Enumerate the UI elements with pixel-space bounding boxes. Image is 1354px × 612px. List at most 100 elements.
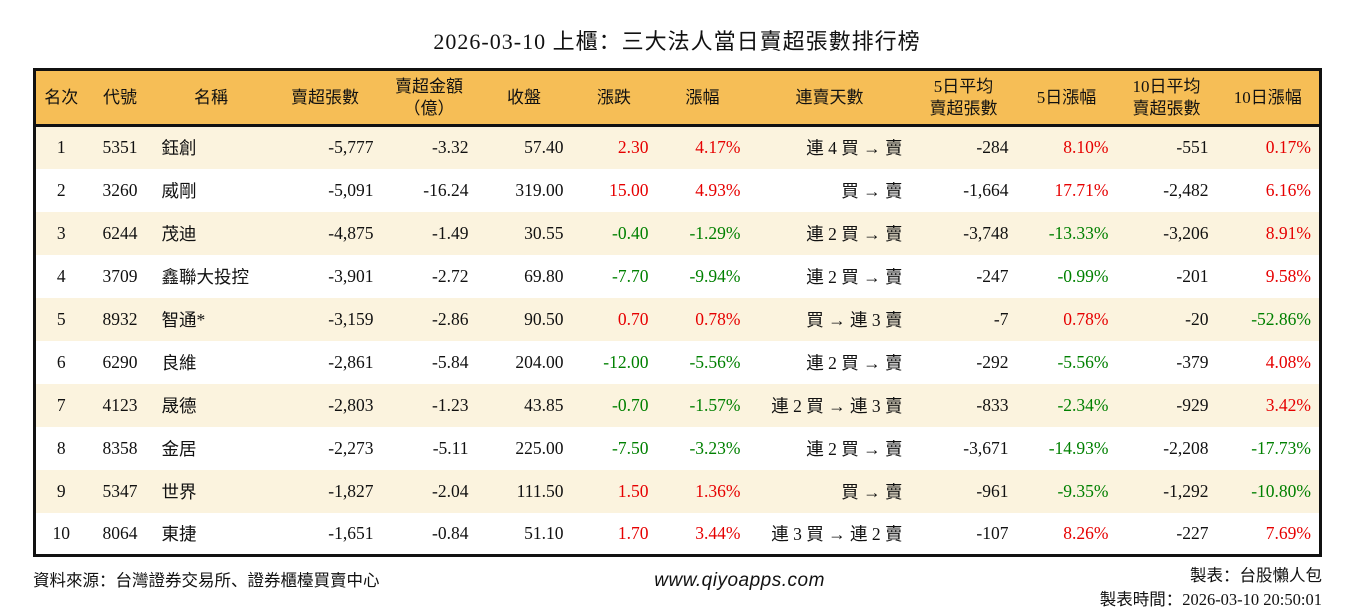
cell-close: 204.00 bbox=[515, 351, 564, 372]
cell-pct10: 6.16% bbox=[1265, 179, 1311, 200]
cell-sell-volume: -2,273 bbox=[328, 437, 374, 458]
cell-rank: 4 bbox=[56, 265, 66, 286]
table-header-row: 名次 代號 名稱 賣超張數 賣超金額 （億） 收盤 漲跌 漲幅 連賣天數 5日平均 賣超張數 5日漲… bbox=[34, 69, 1321, 127]
cell-change-pct: -3.23% bbox=[689, 437, 741, 458]
cell-sell-amount: -1.23 bbox=[432, 394, 469, 415]
cell-pct10: -52.86% bbox=[1251, 308, 1311, 329]
cell-close: 51.10 bbox=[524, 522, 564, 543]
column-header-sell-volume: 賣超張數 bbox=[268, 69, 382, 127]
table-row: 7 4123 晟德 -2,803 -1.23 43.85 -0.70 -1.57% 連 2 買 … bbox=[34, 383, 1321, 427]
cell-avg10-volume: -379 bbox=[1176, 351, 1209, 372]
cell-sell-volume: -2,861 bbox=[328, 351, 374, 372]
cell-avg5-volume: -7 bbox=[993, 308, 1009, 329]
cell-name: 晟德 bbox=[161, 395, 197, 416]
cell-avg10-volume: -929 bbox=[1176, 394, 1209, 415]
cell-rank: 10 bbox=[52, 522, 71, 543]
cell-code: 6290 bbox=[102, 351, 138, 372]
cell-change: -0.40 bbox=[612, 222, 649, 243]
cell-sell-volume: -5,091 bbox=[328, 179, 374, 200]
cell-avg5-volume: -961 bbox=[976, 480, 1009, 501]
cell-pct5: 17.71% bbox=[1054, 179, 1109, 200]
cell-sell-amount: -5.11 bbox=[432, 437, 469, 458]
ranking-table: 名次 代號 名稱 賣超張數 賣超金額 （億） 收盤 漲跌 漲幅 連賣天數 5日平均 賣超張數 5日漲… bbox=[33, 68, 1322, 557]
cell-code: 6244 bbox=[102, 222, 138, 243]
website-text: www.qiyoapps.com bbox=[654, 570, 825, 591]
cell-close: 225.00 bbox=[515, 437, 564, 458]
page-title: 2026-03-10 上櫃：三大法人當日賣超張數排行榜 bbox=[433, 29, 921, 54]
cell-sell-amount: -3.32 bbox=[432, 137, 469, 158]
cell-streak: 連 2 買 → 賣 bbox=[806, 223, 903, 244]
cell-close: 69.80 bbox=[524, 265, 564, 286]
cell-streak: 連 3 買 → 連 2 賣 bbox=[771, 523, 903, 544]
cell-change: 1.70 bbox=[617, 522, 649, 543]
cell-change: -12.00 bbox=[603, 351, 649, 372]
column-header-streak: 連賣天數 bbox=[748, 69, 911, 127]
cell-rank: 5 bbox=[56, 308, 66, 329]
cell-pct5: 8.10% bbox=[1063, 137, 1109, 158]
column-header-change-pct: 漲幅 bbox=[656, 69, 749, 127]
column-header-avg10-volume: 10日平均 賣超張數 bbox=[1116, 69, 1217, 127]
cell-pct10: 9.58% bbox=[1265, 265, 1311, 286]
cell-sell-amount: -2.86 bbox=[432, 308, 469, 329]
cell-sell-volume: -3,159 bbox=[328, 308, 374, 329]
cell-avg10-volume: -201 bbox=[1176, 265, 1209, 286]
cell-close: 319.00 bbox=[515, 179, 564, 200]
cell-streak: 買 → 賣 bbox=[841, 481, 903, 502]
cell-pct5: -0.99% bbox=[1057, 265, 1109, 286]
cell-sell-volume: -3,901 bbox=[328, 265, 374, 286]
column-header-pct5: 5日漲幅 bbox=[1016, 69, 1117, 127]
table-row: 5 8932 智通* -3,159 -2.86 90.50 0.70 0.78% 買 → 連 3… bbox=[34, 297, 1321, 341]
cell-code: 5351 bbox=[102, 137, 138, 158]
cell-sell-amount: -1.49 bbox=[432, 222, 469, 243]
cell-change-pct: -1.29% bbox=[689, 222, 741, 243]
cell-avg5-volume: -3,748 bbox=[963, 222, 1009, 243]
cell-sell-volume: -1,827 bbox=[328, 480, 374, 501]
table-row: 9 5347 世界 -1,827 -2.04 111.50 1.50 1.36% 買 → 賣 -9… bbox=[34, 469, 1321, 513]
cell-rank: 3 bbox=[56, 222, 66, 243]
cell-name: 鑫聯大投控 bbox=[161, 266, 250, 287]
table-row: 8 8358 金居 -2,273 -5.11 225.00 -7.50 -3.23% 連 2 買… bbox=[34, 426, 1321, 470]
cell-pct10: -17.73% bbox=[1251, 437, 1311, 458]
cell-change-pct: 1.36% bbox=[695, 480, 741, 501]
table-row: 2 3260 威剛 -5,091 -16.24 319.00 15.00 4.93% 買 → 賣… bbox=[34, 168, 1321, 212]
cell-rank: 8 bbox=[56, 437, 66, 458]
cell-avg10-volume: -1,292 bbox=[1163, 480, 1209, 501]
cell-sell-amount: -5.84 bbox=[432, 351, 469, 372]
cell-change-pct: 4.93% bbox=[695, 179, 741, 200]
cell-name: 東捷 bbox=[161, 523, 197, 544]
cell-pct5: -5.56% bbox=[1057, 351, 1109, 372]
column-header-change: 漲跌 bbox=[571, 69, 657, 127]
cell-avg10-volume: -3,206 bbox=[1163, 222, 1209, 243]
cell-pct5: 8.26% bbox=[1063, 522, 1109, 543]
maker-label: 製表：台股懶人包 bbox=[1189, 566, 1322, 585]
cell-streak: 連 2 買 → 賣 bbox=[806, 352, 903, 373]
table-row: 3 6244 茂迪 -4,875 -1.49 30.55 -0.40 -1.29% 連 2 買 … bbox=[34, 211, 1321, 255]
cell-streak: 連 2 買 → 連 3 賣 bbox=[771, 395, 903, 416]
cell-change-pct: -9.94% bbox=[689, 265, 741, 286]
cell-code: 8358 bbox=[102, 437, 138, 458]
column-header-close: 收盤 bbox=[476, 69, 572, 127]
table-header: 名次 代號 名稱 賣超張數 賣超金額 （億） 收盤 漲跌 漲幅 連賣天數 5日平均 賣超張數 5日漲… bbox=[34, 69, 1321, 127]
cell-pct5: -9.35% bbox=[1057, 480, 1109, 501]
cell-name: 智通* bbox=[161, 309, 206, 330]
cell-rank: 9 bbox=[56, 480, 66, 501]
cell-sell-volume: -1,651 bbox=[328, 522, 374, 543]
cell-avg5-volume: -1,664 bbox=[963, 179, 1009, 200]
maker-block: 製表：台股懶人包 製表時間：2026-03-10 20:50:01 bbox=[1100, 564, 1322, 612]
cell-streak: 連 2 買 → 賣 bbox=[806, 266, 903, 287]
column-header-pct10: 10日漲幅 bbox=[1216, 69, 1321, 127]
cell-change: 1.50 bbox=[617, 480, 649, 501]
cell-avg10-volume: -2,208 bbox=[1163, 437, 1209, 458]
cell-change-pct: 0.78% bbox=[695, 308, 741, 329]
cell-change-pct: -1.57% bbox=[689, 394, 741, 415]
cell-change: 2.30 bbox=[617, 137, 649, 158]
cell-avg10-volume: -2,482 bbox=[1163, 179, 1209, 200]
column-header-code: 代號 bbox=[86, 69, 154, 127]
cell-code: 5347 bbox=[102, 480, 138, 501]
cell-pct10: 4.08% bbox=[1265, 351, 1311, 372]
cell-change: 15.00 bbox=[609, 179, 649, 200]
cell-rank: 1 bbox=[56, 137, 66, 158]
cell-avg5-volume: -284 bbox=[976, 137, 1009, 158]
ranking-table-container: 名次 代號 名稱 賣超張數 賣超金額 （億） 收盤 漲跌 漲幅 連賣天數 5日平均 賣超張數 5日漲… bbox=[33, 68, 1322, 557]
cell-pct10: -10.80% bbox=[1251, 480, 1311, 501]
